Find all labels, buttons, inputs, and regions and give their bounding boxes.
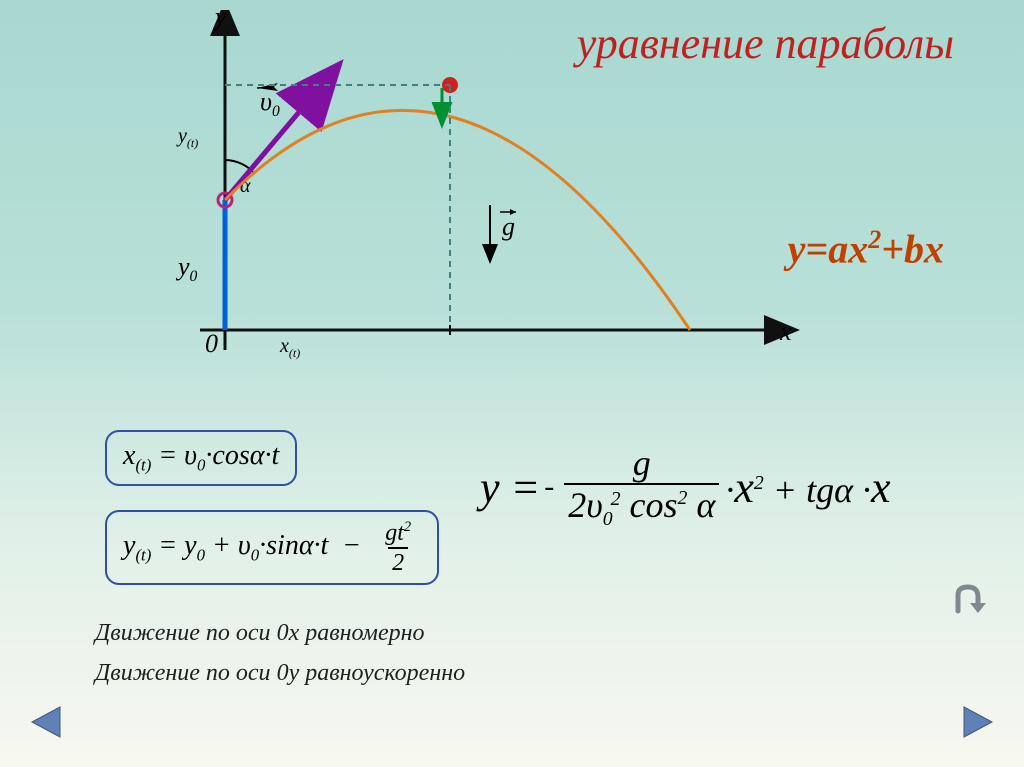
note-y-accel: Движение по оси 0y равноускоренно — [95, 660, 465, 687]
v0-overline — [257, 87, 274, 88]
note-x-uniform: Движение по оси 0x равномерно — [95, 620, 425, 647]
velocity-label: υ0 — [260, 87, 280, 120]
formula-xt: x(t) = υ0·cosα·t — [105, 430, 297, 486]
velocity-vector — [225, 105, 305, 200]
nav-forward-button[interactable] — [954, 697, 1004, 747]
nav-back-button[interactable] — [20, 697, 70, 747]
formula-trajectory: y =- g 2υ02 cos2 α ·x2 + tgα ·x — [480, 445, 891, 530]
parabola-curve — [225, 110, 690, 330]
y0-label: y0 — [175, 252, 198, 285]
origin-label: 0 — [205, 329, 218, 358]
formula-yt: y(t) = y0 + υ0·sinα·t − gt2 2 — [105, 510, 439, 585]
xt-tick-label: x(t) — [279, 335, 300, 360]
x-axis-label: x — [779, 317, 792, 346]
main-equation: y=ax2+bx — [788, 225, 944, 272]
nav-return-button[interactable] — [944, 577, 994, 627]
y-axis-label: y — [212, 10, 227, 31]
trajectory-diagram: x 0 y y0 α υ0 x(t) y(t) g — [130, 10, 810, 360]
gravity-label: g — [502, 212, 515, 241]
yt-tick-label: y(t) — [176, 125, 198, 150]
